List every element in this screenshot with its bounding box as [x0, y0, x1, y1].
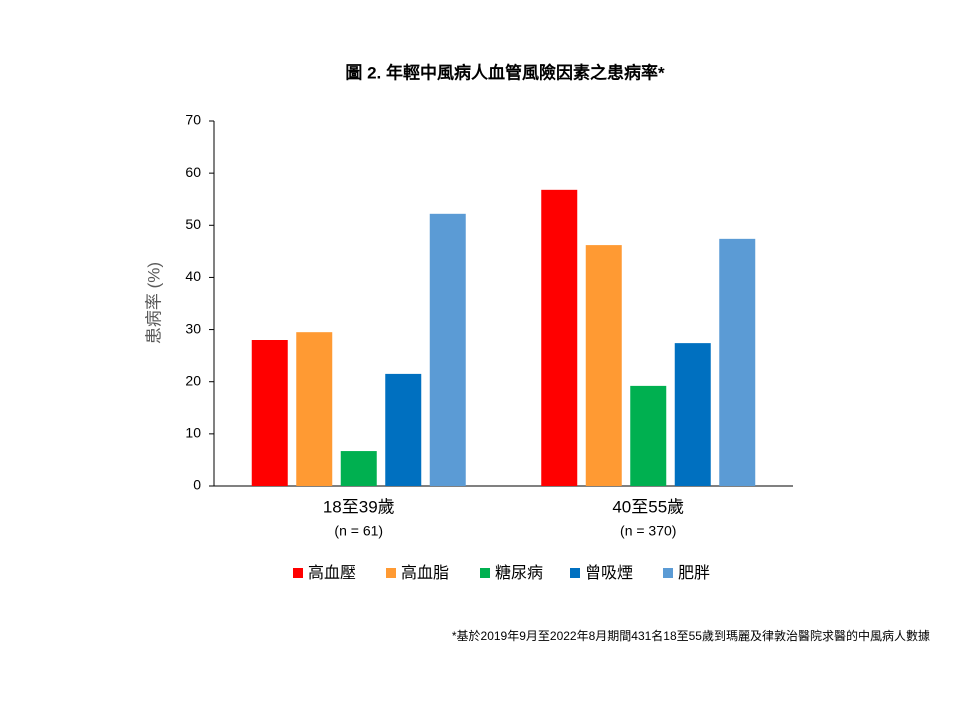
- y-axis-label: 患病率 (%): [144, 262, 163, 344]
- chart-title: 圖 2. 年輕中風病人血管風險因素之患病率*: [345, 62, 665, 82]
- x-tick-label: 18至39歲: [323, 497, 395, 516]
- y-tick-label: 70: [185, 112, 201, 128]
- legend-label: 高血壓: [308, 564, 356, 582]
- y-tick-label: 30: [185, 320, 201, 336]
- bar: [674, 343, 711, 486]
- x-tick-note: (n = 61): [334, 523, 383, 539]
- bar: [429, 213, 466, 487]
- y-tick-label: 10: [185, 425, 201, 441]
- y-tick-label: 40: [185, 268, 201, 284]
- y-tick-label: 50: [185, 216, 201, 232]
- bar: [296, 332, 333, 486]
- y-tick-label: 60: [185, 164, 201, 180]
- bar: [385, 373, 422, 486]
- legend-swatch: [293, 568, 303, 578]
- x-tick-label: 40至55歲: [612, 497, 684, 516]
- legend-label: 高血脂: [401, 564, 449, 582]
- legend-label: 肥胖: [678, 564, 710, 582]
- x-tick-note: (n = 370): [620, 523, 676, 539]
- bar: [719, 238, 756, 486]
- legend-swatch: [480, 568, 490, 578]
- bar: [251, 340, 288, 486]
- legend-label: 曾吸煙: [585, 564, 633, 582]
- bar: [585, 245, 622, 486]
- legend-swatch: [386, 568, 396, 578]
- legend-swatch: [570, 568, 580, 578]
- y-tick-label: 0: [193, 477, 201, 493]
- bar: [340, 451, 377, 486]
- bar: [541, 189, 578, 487]
- legend-label: 糖尿病: [495, 564, 543, 582]
- legend-swatch: [663, 568, 673, 578]
- footnote: *基於2019年9月至2022年8月期間431名18至55歲到瑪麗及律敦治醫院求…: [452, 628, 930, 643]
- y-tick-label: 20: [185, 372, 201, 388]
- bar: [630, 385, 667, 486]
